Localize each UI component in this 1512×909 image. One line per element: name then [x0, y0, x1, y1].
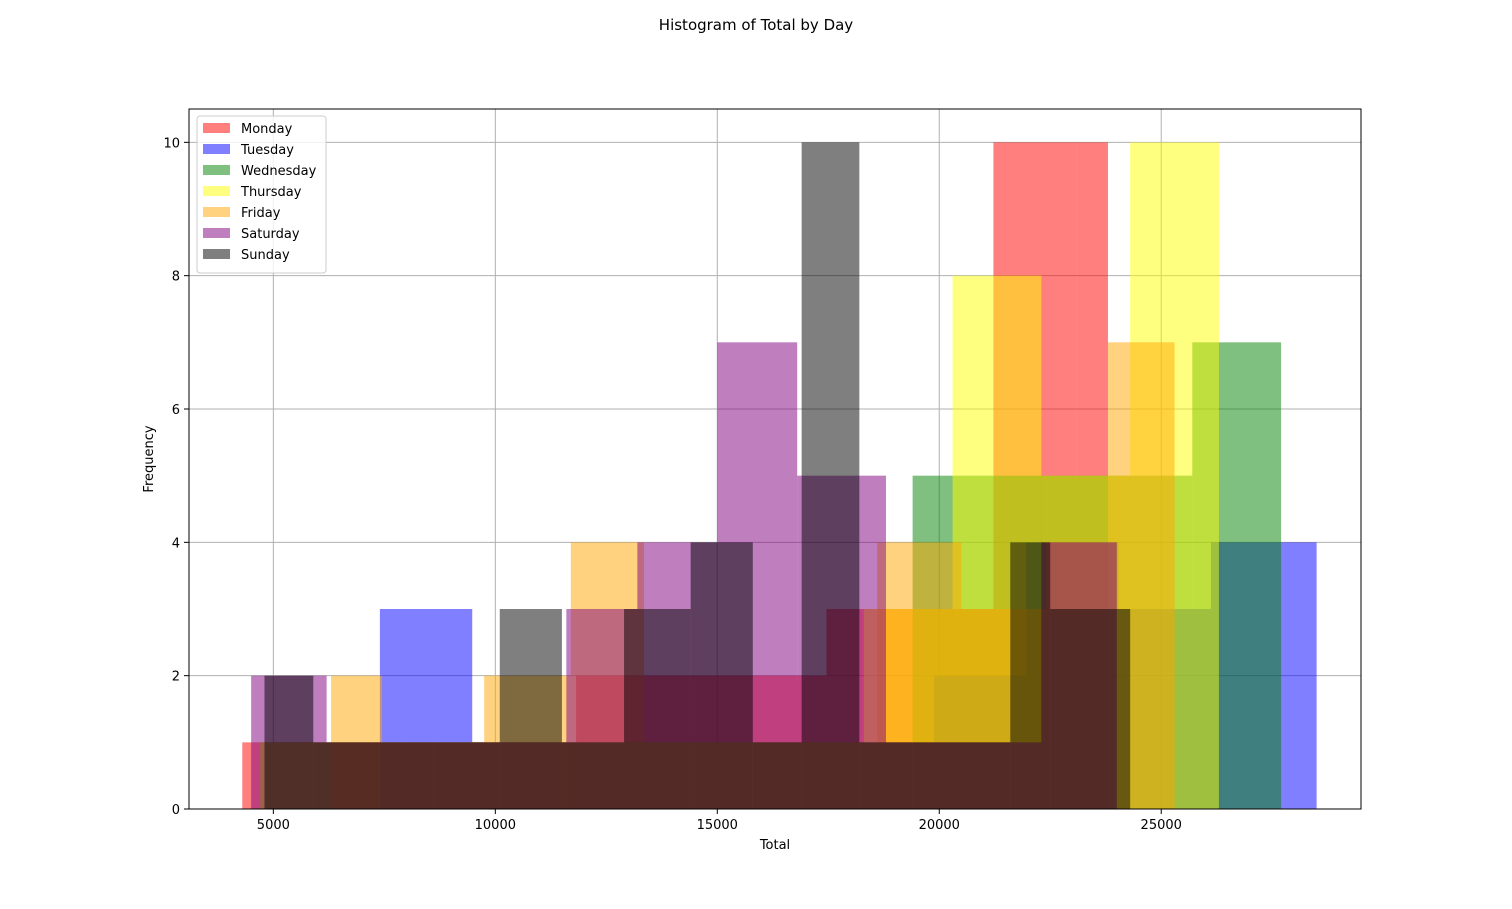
histogram-bar [379, 742, 434, 809]
legend-item: Thursday [203, 185, 302, 200]
histogram-bar [499, 609, 562, 809]
legend-label: Sunday [241, 248, 290, 263]
legend-item: Wednesday [203, 164, 317, 179]
histogram-bar [1050, 609, 1131, 809]
histogram-bar [264, 675, 314, 809]
legend-swatch [203, 207, 230, 217]
legend-label: Thursday [240, 185, 302, 200]
axis-ticks: 5000 10000 15000 20000 25000 0 2 4 6 8 10 [163, 136, 1181, 833]
legend: Monday Tuesday Wednesday Thursday Friday Satu… [196, 115, 327, 274]
y-tick-label: 0 [172, 803, 180, 818]
legend-label: Friday [241, 206, 281, 221]
x-tick-label: 5000 [257, 818, 290, 833]
histogram-bar [912, 742, 962, 809]
y-tick-label: 6 [172, 403, 180, 418]
y-tick-label: 10 [163, 136, 180, 151]
legend-item: Monday [203, 122, 293, 137]
legend-swatch [203, 123, 230, 133]
histogram-bar [690, 542, 753, 809]
series-sunday [264, 142, 1131, 810]
histogram-bars [242, 142, 1317, 810]
histogram-bar [859, 742, 913, 809]
legend-item: Friday [203, 206, 281, 221]
y-tick-label: 4 [172, 536, 180, 551]
x-tick-label: 15000 [697, 818, 738, 833]
legend-label: Saturday [241, 227, 300, 242]
legend-swatch [203, 186, 230, 196]
legend-label: Tuesday [240, 143, 294, 158]
legend-swatch [203, 228, 230, 238]
legend-swatch [203, 144, 230, 154]
plot-frame [188, 108, 1362, 810]
histogram-bar [1010, 542, 1051, 809]
y-tick-label: 2 [172, 670, 180, 685]
legend-item: Tuesday [203, 143, 294, 158]
legend-swatch [203, 165, 230, 175]
legend-swatch [203, 249, 230, 259]
histogram-bar [433, 742, 500, 809]
legend-item: Saturday [203, 227, 300, 242]
x-axis-label: Total [759, 838, 790, 853]
histogram-bar [801, 142, 860, 810]
y-tick-label: 8 [172, 270, 180, 285]
histogram-bar [313, 742, 380, 809]
histogram-bar [624, 609, 691, 809]
x-tick-label: 25000 [1141, 818, 1182, 833]
y-axis-label: Frequency [142, 425, 157, 492]
legend-label: Monday [241, 122, 293, 137]
chart-title: Histogram of Total by Day [659, 16, 854, 34]
histogram-bar [961, 742, 1011, 809]
histogram-bar [561, 742, 625, 809]
x-tick-label: 20000 [919, 818, 960, 833]
x-tick-label: 10000 [475, 818, 516, 833]
histogram-bar [752, 742, 802, 809]
legend-item: Sunday [203, 248, 290, 263]
legend-label: Wednesday [241, 164, 317, 179]
